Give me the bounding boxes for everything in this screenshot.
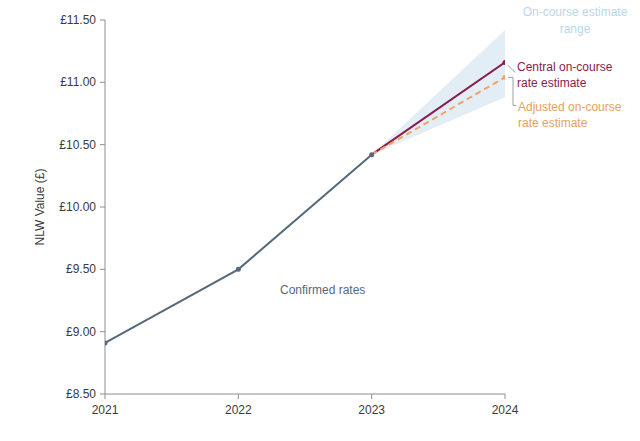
series-line bbox=[372, 62, 505, 154]
y-tick-label: £11.00 bbox=[60, 75, 96, 89]
series-marker bbox=[369, 152, 374, 157]
lines bbox=[105, 62, 505, 343]
x-tick bbox=[238, 394, 239, 399]
y-axis-label: NLW Value (£) bbox=[33, 169, 47, 246]
series-marker bbox=[105, 340, 108, 345]
label-line: On-course estimate bbox=[523, 5, 628, 19]
y-tick-label: £8.50 bbox=[66, 387, 96, 401]
label-connector bbox=[508, 65, 515, 72]
y-tick bbox=[100, 20, 105, 21]
series-marker bbox=[503, 75, 506, 80]
series-marker bbox=[503, 60, 506, 65]
x-tick-label: 2021 bbox=[92, 403, 119, 417]
series-label: Central on-course rate estimate bbox=[517, 60, 613, 90]
label-connector bbox=[508, 77, 516, 105]
series-marker bbox=[236, 267, 241, 272]
x-tick-label: 2024 bbox=[492, 403, 519, 417]
y-tick bbox=[100, 144, 105, 145]
chart: £8.50 £9.00 £9.50 £10.00 £10.50 £11.00 £11.50 2… bbox=[0, 0, 640, 441]
y-tick bbox=[100, 207, 105, 208]
y-tick bbox=[100, 82, 105, 83]
series-line bbox=[105, 155, 372, 343]
series-line bbox=[372, 77, 505, 154]
y-tick-label: £10.00 bbox=[59, 200, 96, 214]
x-tick bbox=[505, 394, 506, 399]
areas bbox=[372, 30, 505, 155]
series-label: Adjusted on-course rate estimate bbox=[518, 100, 622, 130]
y-tick bbox=[100, 269, 105, 270]
x-tick bbox=[105, 394, 106, 399]
label-line: Adjusted on-course bbox=[518, 100, 622, 114]
label-line: Central on-course bbox=[517, 60, 613, 74]
estimate-range bbox=[372, 30, 505, 155]
y-tick-label: £9.00 bbox=[66, 325, 96, 339]
y-tick bbox=[100, 394, 105, 395]
label-line: rate estimate bbox=[517, 76, 587, 90]
y-tick-label: £10.50 bbox=[59, 138, 96, 152]
y-tick bbox=[100, 331, 105, 332]
x-tick-label: 2022 bbox=[225, 403, 252, 417]
label-line: Confirmed rates bbox=[280, 283, 365, 297]
x-tick bbox=[371, 394, 372, 399]
plot-area bbox=[105, 30, 505, 345]
label-line: rate estimate bbox=[518, 116, 588, 130]
series-label: Confirmed rates bbox=[280, 283, 365, 297]
x-tick-label: 2023 bbox=[358, 403, 385, 417]
x-axis bbox=[105, 394, 505, 395]
y-tick-label: £11.50 bbox=[60, 13, 96, 27]
markers bbox=[105, 60, 505, 346]
series-label: On-course estimate range bbox=[523, 5, 628, 36]
label-line: range bbox=[560, 22, 591, 36]
y-tick-label: £9.50 bbox=[66, 262, 96, 276]
